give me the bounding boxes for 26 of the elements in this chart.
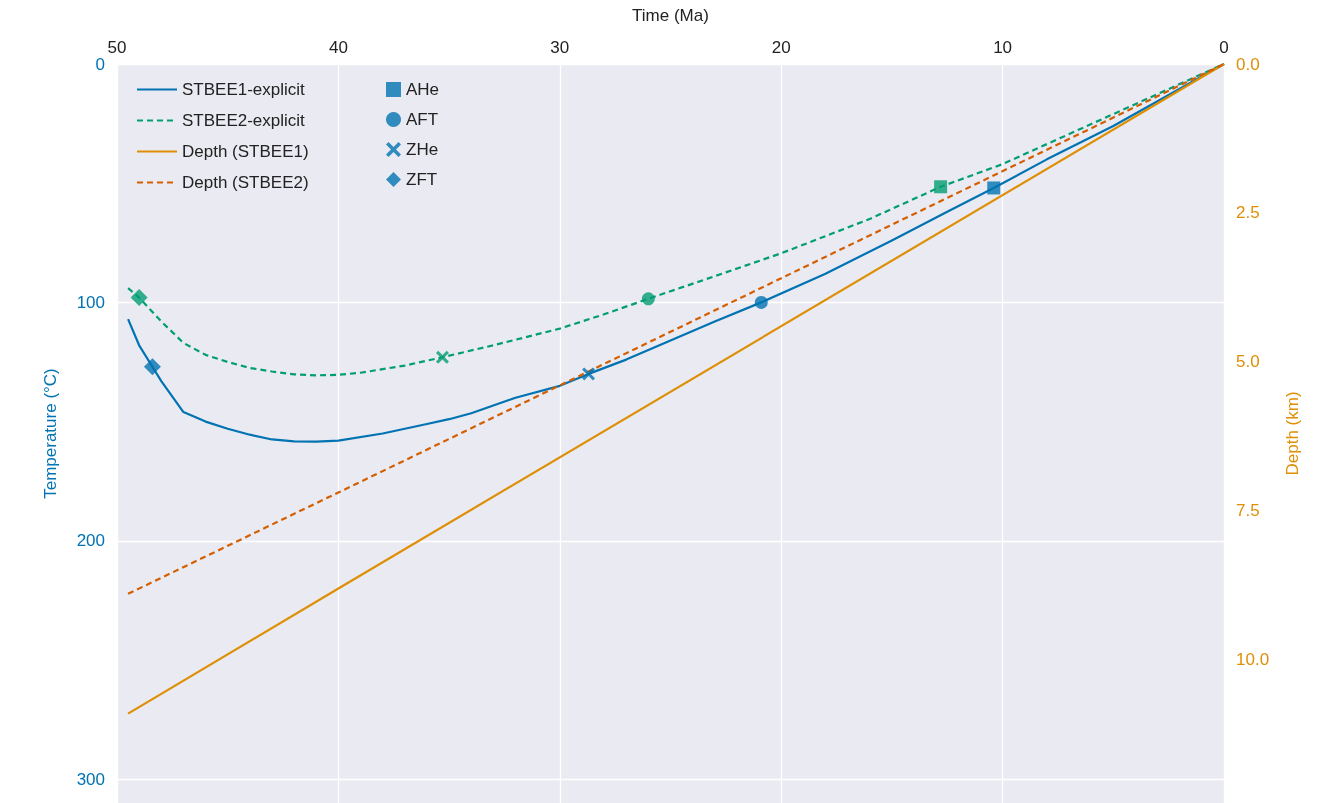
legend-label: STBEE1-explicit [182,80,306,99]
x-tick-label: 10 [993,38,1013,57]
x-tick-label: 50 [107,38,127,57]
legend-label: STBEE2-explicit [182,111,306,130]
y-tick-label: 0 [95,54,105,74]
y-axis-title: Temperature (°C) [41,368,60,499]
y-tick-label: 300 [76,769,105,789]
x-axis-title: Time (Ma) [632,6,709,25]
x-tick-label: 0 [1219,38,1229,57]
x-tick-label: 30 [550,38,570,57]
y2-tick-label: 2.5 [1236,203,1260,223]
legend-label: ZHe [406,140,439,159]
legend-label: Depth (STBEE2) [182,173,309,192]
x-tick-label: 40 [328,38,348,57]
y2-tick-label: 10.0 [1236,650,1270,670]
y2-tick-label: 5.0 [1236,352,1260,372]
y2-tick-label: 7.5 [1236,501,1260,521]
legend-label: ZFT [406,170,438,189]
legend-label: AHe [406,80,440,99]
y2-tick-label: 0.0 [1236,54,1260,74]
y-tick-label: 100 [76,292,105,312]
y-tick-label: 200 [76,531,105,551]
legend-label: Depth (STBEE1) [182,142,309,161]
legend-label: AFT [406,110,439,129]
x-tick-label: 20 [771,38,791,57]
y2-axis-title: Depth (km) [1283,391,1302,476]
